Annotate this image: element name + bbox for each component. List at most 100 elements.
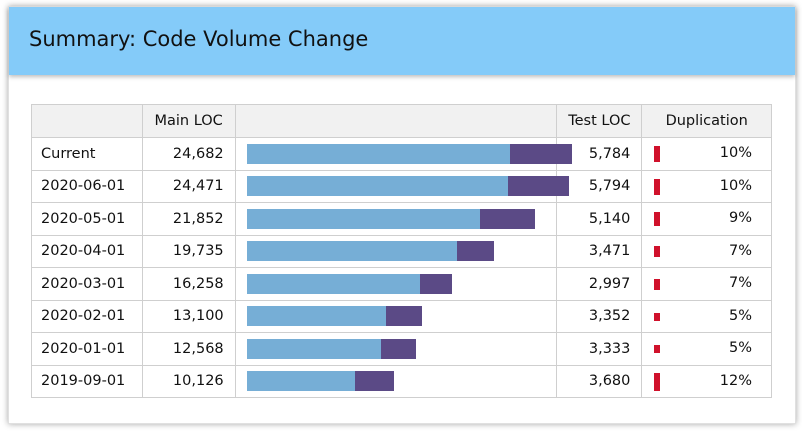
row-date: 2019-09-01 [31, 364, 143, 398]
card-header: Summary: Code Volume Change [9, 7, 795, 75]
row-main-loc: 10,126 [141, 364, 236, 398]
column-header-date [31, 104, 143, 138]
row-main-loc: 21,852 [141, 202, 236, 236]
loc-bar [246, 306, 557, 327]
row-loc-bar-cell [234, 169, 570, 203]
test-loc-bar [380, 338, 417, 359]
test-loc-bar [507, 176, 570, 197]
test-loc-bar [457, 241, 495, 262]
row-loc-bar-cell [234, 299, 558, 333]
row-duplication-cell: 9% [641, 202, 772, 236]
duplication-value: 5% [728, 307, 752, 324]
duplication-bar [654, 372, 661, 391]
table-row: Current 24,682 5,784 10% [31, 137, 772, 171]
column-header-test-loc: Test LOC [556, 104, 643, 138]
summary-card: Summary: Code Volume Change Main LOC Tes… [8, 6, 796, 424]
test-loc-bar [386, 306, 423, 327]
column-header-bar [234, 104, 558, 138]
row-duplication-cell: 7% [641, 267, 772, 301]
duplication-value: 9% [728, 210, 752, 227]
row-test-loc: 5,794 [556, 169, 643, 203]
main-loc-bar [246, 241, 458, 262]
duplication-bar [654, 146, 661, 163]
test-loc-bar [509, 143, 572, 164]
table-row: 2020-02-01 13,100 3,352 5% [31, 299, 772, 333]
column-header-duplication: Duplication [641, 104, 772, 138]
row-test-loc: 5,140 [556, 202, 643, 236]
table-row: 2019-09-01 10,126 3,680 12% [31, 364, 772, 398]
row-duplication-cell: 10% [641, 137, 772, 171]
row-test-loc: 2,997 [556, 267, 643, 301]
main-loc-bar [246, 371, 355, 392]
duplication-value: 12% [719, 372, 752, 389]
table-row: 2020-06-01 24,471 5,794 10% [31, 169, 772, 203]
test-loc-bar [479, 208, 535, 229]
row-test-loc: 3,352 [556, 299, 643, 333]
table-header-row: Main LOC Test LOC Duplication [31, 104, 772, 138]
row-date: Current [31, 137, 143, 171]
row-loc-bar-cell [234, 364, 558, 398]
row-main-loc: 24,471 [141, 169, 236, 203]
row-duplication-cell: 5% [641, 332, 772, 366]
column-header-main-loc: Main LOC [141, 104, 236, 138]
table-row: 2020-04-01 19,735 3,471 7% [31, 234, 772, 268]
duplication-indicator: 5% [642, 301, 771, 332]
duplication-indicator: 7% [642, 236, 771, 267]
main-loc-bar [246, 143, 510, 164]
duplication-indicator: 5% [642, 333, 771, 364]
duplication-bar [654, 312, 661, 321]
row-loc-bar-cell [234, 267, 558, 301]
main-loc-bar [246, 176, 508, 197]
row-date: 2020-03-01 [31, 267, 143, 301]
row-loc-bar-cell [234, 234, 558, 268]
duplication-bar [654, 178, 661, 195]
duplication-value: 7% [728, 275, 752, 292]
row-date: 2020-05-01 [31, 202, 143, 236]
row-main-loc: 24,682 [141, 137, 236, 171]
row-duplication-cell: 7% [641, 234, 772, 268]
loc-bar [246, 371, 557, 392]
loc-bar [246, 176, 570, 197]
row-loc-bar-cell [234, 332, 558, 366]
loc-bar [246, 208, 557, 229]
row-main-loc: 13,100 [141, 299, 236, 333]
loc-bar [246, 273, 557, 294]
table-row: 2020-03-01 16,258 2,997 7% [31, 267, 772, 301]
duplication-bar [654, 246, 661, 258]
duplication-bar [654, 212, 661, 227]
row-date: 2020-02-01 [31, 299, 143, 333]
test-loc-bar [354, 371, 394, 392]
duplication-indicator: 10% [642, 171, 771, 202]
duplication-value: 5% [728, 340, 752, 357]
loc-bar [246, 338, 557, 359]
table-row: 2020-01-01 12,568 3,333 5% [31, 332, 772, 366]
main-loc-bar [246, 273, 421, 294]
row-loc-bar-cell [234, 137, 572, 171]
duplication-value: 10% [719, 145, 752, 162]
main-loc-bar [246, 208, 480, 229]
loc-bar [246, 241, 557, 262]
row-loc-bar-cell [234, 202, 558, 236]
row-main-loc: 16,258 [141, 267, 236, 301]
row-duplication-cell: 10% [641, 169, 772, 203]
page-title: Summary: Code Volume Change [29, 27, 369, 51]
loc-bar [246, 143, 572, 164]
duplication-bar [654, 345, 661, 354]
row-date: 2020-04-01 [31, 234, 143, 268]
row-test-loc: 3,680 [556, 364, 643, 398]
main-loc-bar [246, 306, 387, 327]
row-date: 2020-06-01 [31, 169, 143, 203]
duplication-indicator: 7% [642, 268, 771, 299]
row-date: 2020-01-01 [31, 332, 143, 366]
duplication-bar [654, 278, 661, 290]
row-test-loc: 3,333 [556, 332, 643, 366]
duplication-value: 10% [719, 177, 752, 194]
main-loc-bar [246, 338, 381, 359]
test-loc-bar [420, 273, 453, 294]
table-row: 2020-05-01 21,852 5,140 9% [31, 202, 772, 236]
duplication-value: 7% [728, 242, 752, 259]
row-test-loc: 3,471 [556, 234, 643, 268]
code-volume-table: Main LOC Test LOC Duplication Current 24,… [31, 104, 772, 398]
row-duplication-cell: 5% [641, 299, 772, 333]
duplication-indicator: 10% [642, 138, 771, 169]
